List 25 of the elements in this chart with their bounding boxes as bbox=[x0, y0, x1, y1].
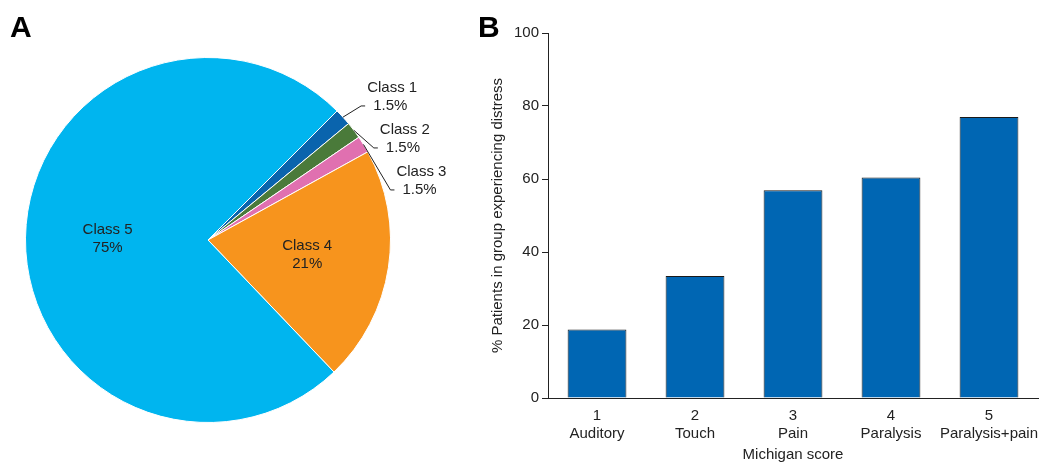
x-axis-title: Michigan score bbox=[742, 445, 844, 463]
y-tick-label: 20 bbox=[522, 315, 540, 333]
y-tick-label: 100 bbox=[514, 23, 540, 41]
data-label: 75% bbox=[92, 237, 123, 255]
x-tick-label: 3 Pain bbox=[778, 406, 809, 442]
x-tick-label: 5 Paralysis+pain bbox=[940, 406, 1038, 442]
y-tick-label: 80 bbox=[522, 96, 540, 114]
data-label: 1.5% bbox=[385, 138, 421, 156]
slice-label: Class 3 bbox=[396, 162, 447, 180]
data-label: 21% bbox=[292, 254, 323, 272]
data-label: 1.5% bbox=[402, 180, 437, 198]
chart-title: B bbox=[478, 10, 500, 44]
y-tick-label: 60 bbox=[522, 169, 540, 187]
x-tick-label: 2 Touch bbox=[675, 406, 716, 442]
y-tick-label: 40 bbox=[522, 242, 540, 260]
x-tick-label: 1 Auditory bbox=[569, 406, 626, 442]
y-tick-label: 0 bbox=[530, 388, 540, 406]
slice-label: Class 2 bbox=[379, 120, 430, 138]
slice-label: Class 5 bbox=[82, 219, 133, 237]
data-label: 1.5% bbox=[373, 96, 408, 114]
chart-title: A bbox=[10, 10, 32, 44]
y-axis-title: % Patients in group experiencing distress bbox=[488, 77, 506, 354]
x-tick-label: 4 Paralysis bbox=[860, 406, 922, 442]
slice-label: Class 1 bbox=[367, 78, 418, 96]
slice-label: Class 4 bbox=[282, 236, 333, 254]
